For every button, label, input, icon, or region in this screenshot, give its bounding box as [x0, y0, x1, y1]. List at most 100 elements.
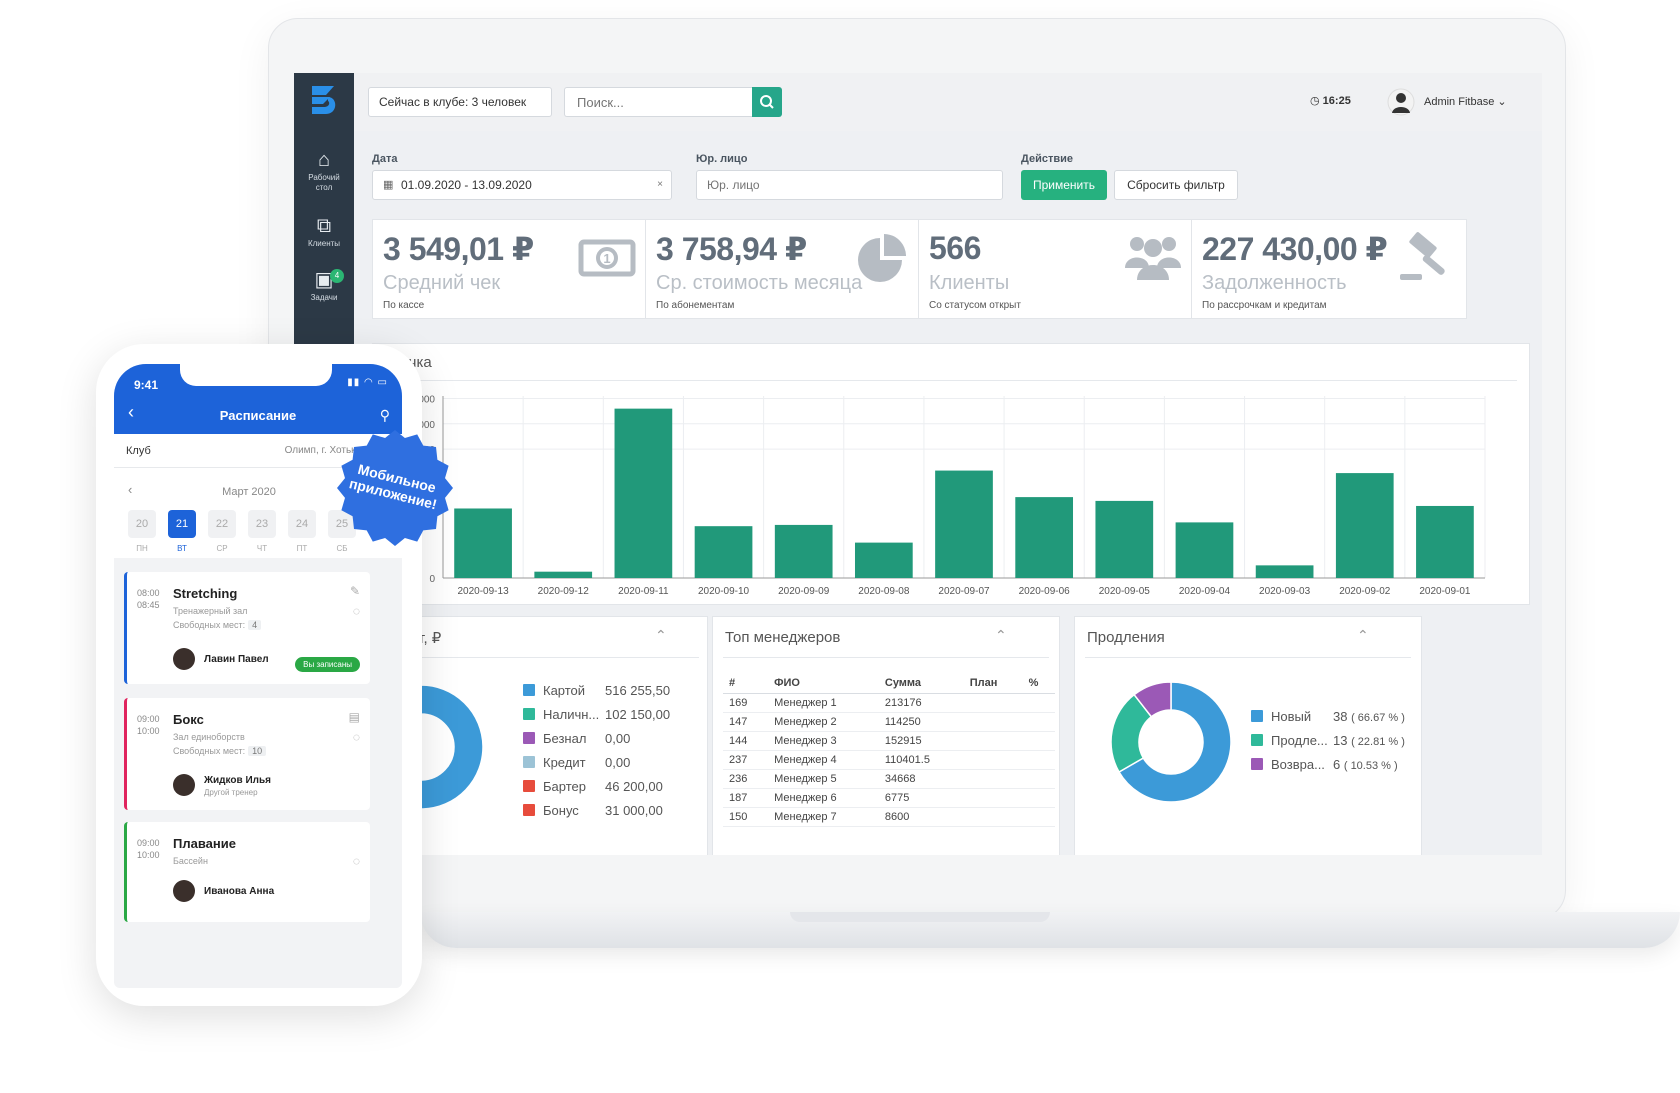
calendar-day[interactable]: 21 [168, 510, 196, 538]
legend-label: Бонус [543, 803, 579, 818]
comment-icon[interactable]: ◌ [352, 730, 360, 744]
legend-item[interactable]: Бонус 31 000,00 [523, 803, 663, 818]
legend-swatch [523, 780, 535, 792]
legend-count: 13 ( 22.81 % ) [1333, 733, 1405, 748]
back-arrow-icon[interactable]: ‹ [128, 402, 134, 422]
revenue-bar[interactable] [1416, 505, 1474, 578]
cell: Менеджер 5 [768, 769, 879, 789]
promo-badge [337, 430, 453, 546]
cell [963, 769, 1023, 789]
donut-slice[interactable] [1118, 681, 1232, 803]
chevron-up-icon[interactable]: ⌃ [1357, 627, 1369, 643]
fitbase-logo[interactable] [308, 83, 340, 117]
revenue-bar[interactable] [1015, 497, 1074, 578]
schedule-event[interactable]: 09:00 10:00 Плавание Бассейн Иванова Анн… [124, 822, 370, 922]
column-header[interactable]: % [1022, 673, 1055, 694]
admin-menu[interactable]: Admin Fitbase ⌄ [1424, 95, 1507, 108]
revenue-bar[interactable] [1335, 473, 1394, 578]
calendar-day[interactable]: 20 [128, 510, 156, 538]
table-row[interactable]: 144 Менеджер 3 152915 [723, 731, 1055, 751]
stat-title: Средний чек [383, 272, 501, 294]
apply-button[interactable]: Применить [1021, 170, 1107, 200]
managers-title: Топ менеджеров [725, 629, 841, 646]
cell: 144 [723, 731, 769, 751]
column-header[interactable]: Сумма [878, 673, 964, 694]
trainer-avatar [173, 774, 195, 796]
table-row[interactable]: 150 Менеджер 7 8600 [723, 807, 1055, 827]
legend-item[interactable]: Новый 38 ( 66.67 % ) [1251, 709, 1405, 724]
revenue-bar[interactable] [774, 524, 833, 578]
x-tick-label: 2020-09-12 [538, 586, 590, 597]
calendar-icon[interactable]: ▤ [348, 710, 360, 724]
table-row[interactable]: 147 Менеджер 2 114250 [723, 712, 1055, 732]
calendar-day[interactable]: 23 [248, 510, 276, 538]
chevron-left-icon[interactable]: ‹ [128, 482, 133, 497]
phone-time: 9:41 [134, 378, 159, 392]
revenue-bar[interactable] [1255, 565, 1314, 578]
cell: 34668 [878, 769, 964, 789]
x-tick-label: 2020-09-01 [1419, 586, 1471, 597]
date-label: Дата [372, 153, 398, 165]
comment-icon[interactable]: ◌ [352, 854, 360, 868]
legend-item[interactable]: Безнал 0,00 [523, 731, 630, 746]
phone-frame: 9:41 ▮▮ ◠ ▭ ‹ Расписание ⚲ Клуб Олимп, г… [96, 344, 422, 1006]
revenue-bar[interactable] [935, 470, 993, 578]
in-club-counter[interactable]: Сейчас в клубе: 3 человек [368, 87, 552, 117]
table-row[interactable]: 237 Менеджер 4 110401.5 [723, 750, 1055, 770]
revenue-bar[interactable] [854, 542, 913, 578]
legend-swatch [1251, 734, 1263, 746]
chevron-up-icon[interactable]: ⌃ [995, 627, 1007, 643]
revenue-bar[interactable] [614, 408, 673, 578]
search-button[interactable] [752, 87, 782, 117]
table-row[interactable]: 169 Менеджер 1 213176 [723, 693, 1055, 713]
column-header[interactable]: # [723, 673, 769, 694]
date-range-picker[interactable]: ▦ 01.09.2020 - 13.09.2020 × [372, 170, 672, 200]
column-header[interactable]: План [963, 673, 1023, 694]
cell: 213176 [878, 693, 964, 713]
revenue-bar[interactable] [534, 571, 593, 578]
legend-item[interactable]: Наличн... 102 150,00 [523, 707, 670, 722]
stat-card-clients: 566 Клиенты Со статусом открыт [918, 219, 1194, 319]
clear-date-icon[interactable]: × [657, 179, 663, 190]
money-icon: 1 [578, 239, 636, 277]
table-row[interactable]: 187 Менеджер 6 6775 [723, 788, 1055, 808]
search-input[interactable] [564, 87, 752, 117]
legend-item[interactable]: Возвра... 6 ( 10.53 % ) [1251, 757, 1398, 772]
legend-item[interactable]: Бартер 46 200,00 [523, 779, 663, 794]
revenue-bar[interactable] [694, 526, 753, 578]
sidebar-item-clients[interactable]: ⧉ Клиенты [294, 215, 354, 249]
table-row[interactable]: 236 Менеджер 5 34668 [723, 769, 1055, 789]
filter-icon[interactable]: ⚲ [379, 407, 390, 423]
calendar-day[interactable]: 24 [288, 510, 316, 538]
x-tick-label: 2020-09-05 [1099, 586, 1151, 597]
clock-icon: ◷ [1310, 95, 1320, 107]
weekday-label: ВТ [177, 544, 187, 553]
revenue-bar[interactable] [1095, 500, 1154, 578]
legend-item[interactable]: Картой 516 255,50 [523, 683, 670, 698]
sidebar-item-desktop[interactable]: ⌂ Рабочий стол [294, 149, 354, 193]
sidebar-item-tasks[interactable]: ▣ 4 Задачи [294, 269, 354, 303]
stat-value: 227 430,00 ₽ [1202, 231, 1388, 267]
legend-label: Безнал [543, 731, 587, 746]
column-header[interactable]: ФИО [768, 673, 879, 694]
stat-subtitle: По абонементам [656, 300, 735, 311]
chevron-up-icon[interactable]: ⌃ [655, 627, 667, 643]
revenue-bar[interactable] [454, 508, 512, 578]
schedule-event[interactable]: 09:00 10:00 Бокс Зал единоборств Свободны… [124, 698, 370, 810]
schedule-event[interactable]: 08:00 08:45 Stretching Тренажерный зал Св… [124, 572, 370, 684]
reset-filter-button[interactable]: Сбросить фильтр [1114, 170, 1238, 200]
legend-label: Бартер [543, 779, 586, 794]
calendar-day[interactable]: 22 [208, 510, 236, 538]
legal-entity-field[interactable] [696, 170, 1003, 200]
legend-item[interactable]: Продле... 13 ( 22.81 % ) [1251, 733, 1405, 748]
comment-icon[interactable]: ◌ [352, 604, 360, 618]
legend-item[interactable]: Кредит 0,00 [523, 755, 630, 770]
edit-icon[interactable]: ✎ [349, 584, 360, 598]
revenue-bar[interactable] [1175, 522, 1234, 578]
admin-avatar[interactable] [1387, 87, 1415, 117]
donut-slice[interactable] [1133, 681, 1172, 718]
tasks-count-badge: 4 [330, 269, 344, 283]
event-room: Зал единоборств [173, 732, 245, 742]
cell: 187 [723, 788, 769, 808]
laptop-base [420, 912, 1680, 948]
